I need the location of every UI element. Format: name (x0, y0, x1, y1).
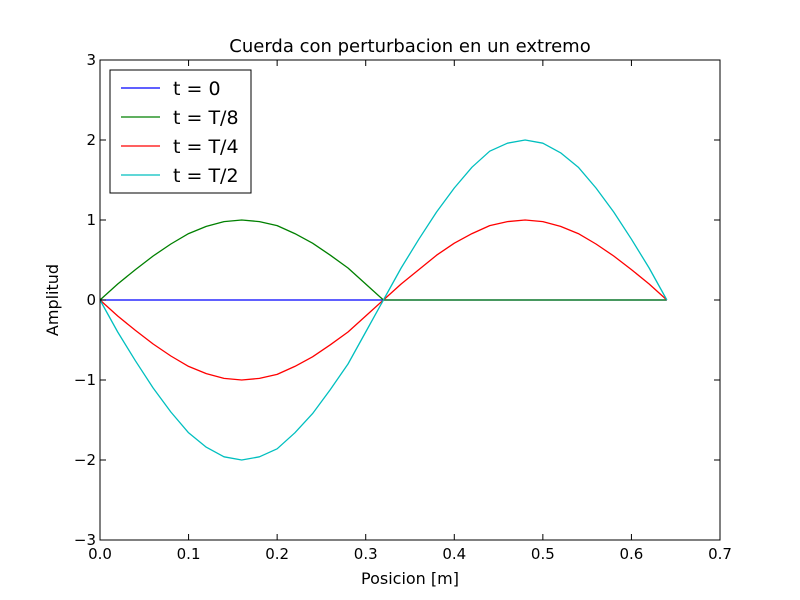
x-tick-label: 0.6 (619, 545, 643, 563)
y-tick-label: 3 (86, 51, 96, 69)
series-line-3 (99, 139, 668, 461)
legend-label-1: t = T/8 (173, 107, 239, 129)
y-tick-label: −2 (74, 451, 96, 469)
x-tick-label: 0.5 (531, 545, 555, 563)
x-tick-label: 0.1 (177, 545, 201, 563)
ticks-layer: 0.0 0.1 0.2 0.3 0.4 0.5 0.6 0.7 −3 −2 −1 0 1 2 3 (74, 51, 732, 563)
plot-frame (99, 59, 721, 541)
legend-box (109, 69, 252, 194)
y-tick-label: 1 (86, 211, 96, 229)
y-tick-label: −3 (74, 531, 96, 549)
legend-label-2: t = T/4 (173, 136, 239, 158)
legend-label-3: t = T/2 (173, 165, 239, 187)
x-tick-label: 0.7 (708, 545, 732, 563)
y-tick-label: −1 (74, 371, 96, 389)
x-tick-label: 0.0 (88, 545, 112, 563)
series-layer (99, 139, 668, 461)
chart-title: Cuerda con perturbacion en un extremo (229, 36, 590, 57)
legend-label-0: t = 0 (173, 78, 221, 100)
y-tick-label: 2 (86, 131, 96, 149)
x-tick-label: 0.2 (265, 545, 289, 563)
y-tick-label: 0 (86, 291, 96, 309)
series-line-1 (99, 219, 667, 301)
x-tick-label: 0.4 (442, 545, 466, 563)
x-axis-label: Posicion [m] (361, 569, 459, 588)
legend: t = 0 t = T/8 t = T/4 t = T/2 (109, 69, 252, 194)
y-axis-label: Amplitud (43, 264, 62, 336)
x-tick-label: 0.3 (354, 545, 378, 563)
